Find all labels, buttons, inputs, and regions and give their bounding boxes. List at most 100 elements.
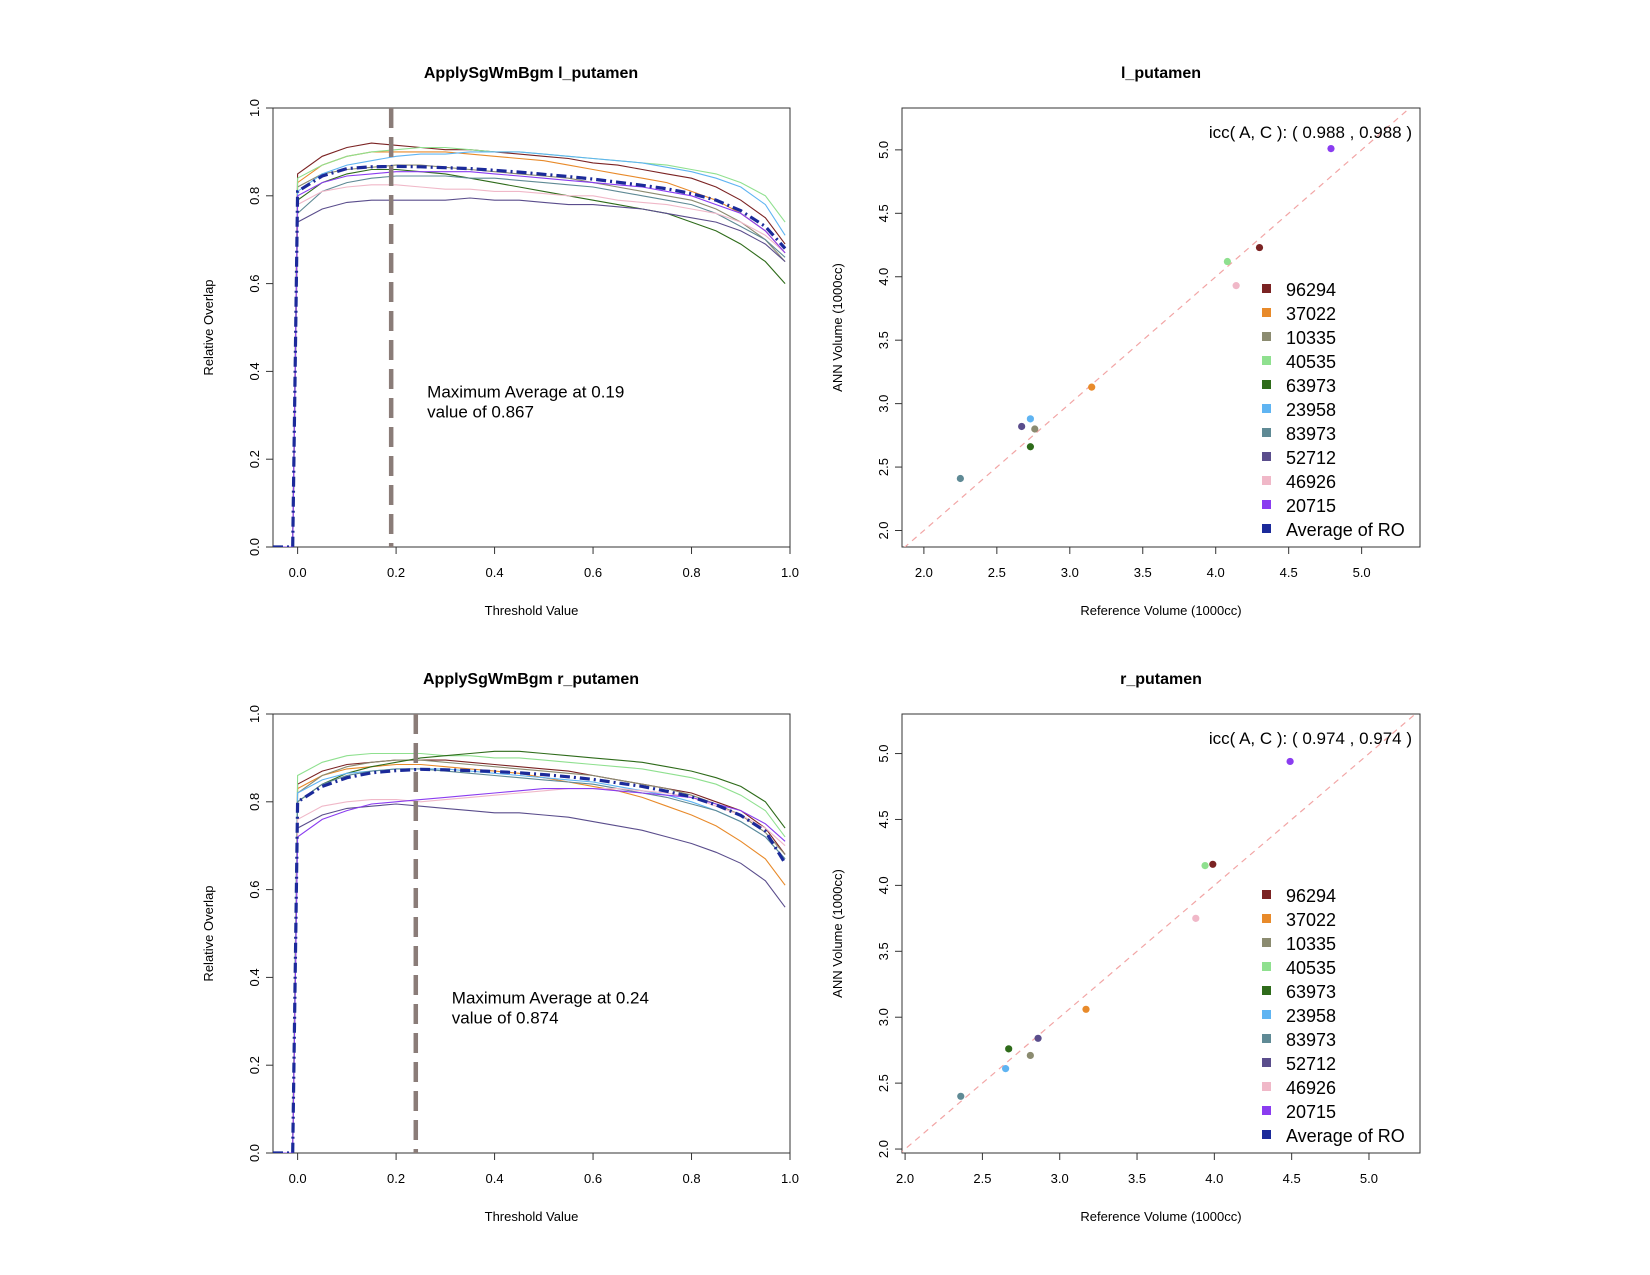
x-tick-label: 0.8 <box>682 565 700 580</box>
legend-label: 63973 <box>1286 982 1336 1002</box>
chart-title: r_putamen <box>1120 671 1202 688</box>
series-line-40535 <box>273 146 786 547</box>
legend-label: 20715 <box>1286 496 1336 516</box>
y-axis-label: Relative Overlap <box>201 279 216 375</box>
x-tick-label: 1.0 <box>781 565 799 580</box>
y-tick-label: 3.5 <box>876 942 891 960</box>
y-tick-label: 0.8 <box>247 187 262 205</box>
scatter-point-52712 <box>1034 1034 1042 1042</box>
legend-swatch <box>1262 914 1271 923</box>
y-tick-label: 0.4 <box>247 362 262 380</box>
series-line-average-of-ro <box>273 767 787 1153</box>
x-tick-label: 0.0 <box>289 565 307 580</box>
series-line-40535 <box>273 752 786 1153</box>
x-tick-label: 4.0 <box>1205 1171 1223 1186</box>
legend-swatch <box>1262 284 1271 293</box>
series-line-10335 <box>273 164 786 547</box>
legend-swatch <box>1262 356 1271 365</box>
legend-swatch <box>1262 1082 1271 1091</box>
icc-annotation: icc( A, C ): ( 0.988 , 0.988 ) <box>1209 123 1412 142</box>
scatter-point-37022 <box>1088 383 1096 391</box>
y-tick-label: 1.0 <box>247 99 262 117</box>
series-line-96294 <box>273 142 786 547</box>
y-tick-label: 0.4 <box>247 968 262 986</box>
series-line-52712 <box>273 197 786 547</box>
scatter-point-23958 <box>1002 1065 1010 1073</box>
plot-frame <box>901 107 1421 548</box>
series-line-52712 <box>273 803 786 1153</box>
x-tick-label: 5.0 <box>1353 565 1371 580</box>
x-axis-label: Reference Volume (1000cc) <box>1080 1209 1241 1224</box>
chart-title: l_putamen <box>1121 65 1201 82</box>
legend-label: Average of RO <box>1286 520 1405 540</box>
x-tick-label: 1.0 <box>781 1171 799 1186</box>
series-line-10335 <box>273 759 786 1153</box>
plot-frame <box>272 713 791 1154</box>
y-tick-label: 0.0 <box>247 1144 262 1162</box>
y-tick-label: 2.5 <box>876 1074 891 1092</box>
series-line-46926 <box>273 184 786 547</box>
legend-swatch <box>1262 308 1271 317</box>
scatter-point-96294 <box>1255 243 1264 252</box>
max-value-annotation: value of 0.874 <box>452 1009 559 1028</box>
scatter-point-96294 <box>1209 860 1217 868</box>
legend-label: 40535 <box>1286 352 1336 372</box>
legend-label: 23958 <box>1286 1006 1336 1026</box>
y-tick-label: 2.0 <box>876 521 891 539</box>
y-tick-label: 0.0 <box>247 538 262 556</box>
x-tick-label: 5.0 <box>1360 1171 1378 1186</box>
chart-panel-3: ApplySgWmBgm r_putamen 0.0 0.2 0.4 0.6 0.8 1.0… <box>201 671 799 1224</box>
plot-frame <box>901 713 1421 1154</box>
legend-swatch <box>1262 1106 1271 1115</box>
x-tick-label: 3.0 <box>1051 1171 1069 1186</box>
scatter-point-10335 <box>1031 425 1039 433</box>
legend-swatch <box>1262 938 1271 947</box>
x-tick-label: 2.0 <box>896 1171 914 1186</box>
y-tick-label: 4.0 <box>876 876 891 894</box>
scatter-point-37022 <box>1082 1005 1090 1013</box>
series-line-20715 <box>273 171 786 547</box>
y-tick-label: 4.5 <box>876 810 891 828</box>
scatter-point-23958 <box>1026 415 1035 423</box>
legend-label: 52712 <box>1286 1054 1336 1074</box>
legend-swatch <box>1262 380 1271 389</box>
y-tick-label: 3.0 <box>876 1008 891 1026</box>
legend-swatch <box>1262 1010 1271 1019</box>
x-tick-label: 2.5 <box>973 1171 991 1186</box>
x-tick-label: 0.2 <box>387 565 405 580</box>
scatter-point-83973 <box>957 1092 965 1100</box>
y-tick-label: 3.0 <box>876 395 891 413</box>
y-tick-label: 0.6 <box>247 881 262 899</box>
scatter-point-52712 <box>1018 422 1026 431</box>
series-line-63973 <box>273 750 786 1153</box>
identity-line <box>904 108 1411 547</box>
series-line-63973 <box>273 168 786 547</box>
y-axis-label: Relative Overlap <box>201 885 216 981</box>
legend-label: Average of RO <box>1286 1126 1405 1146</box>
series-line-96294 <box>273 759 786 1153</box>
x-axis-label: Reference Volume (1000cc) <box>1080 603 1241 618</box>
max-average-annotation: Maximum Average at 0.19 <box>427 383 624 402</box>
series-line-average-of-ro <box>273 164 787 547</box>
series-line-83973 <box>273 768 786 1153</box>
x-tick-label: 0.4 <box>486 1171 504 1186</box>
x-tick-label: 4.5 <box>1280 565 1298 580</box>
legend-swatch <box>1262 452 1271 461</box>
scatter-point-46926 <box>1232 282 1240 290</box>
legend-swatch <box>1262 428 1271 437</box>
chart-title: ApplySgWmBgm l_putamen <box>424 65 638 82</box>
scatter-point-63973 <box>1005 1045 1013 1053</box>
scatter-point-20715 <box>1327 145 1335 153</box>
legend-swatch <box>1262 1130 1271 1139</box>
y-tick-label: 2.5 <box>876 458 891 476</box>
chart-title: ApplySgWmBgm r_putamen <box>423 671 639 688</box>
scatter-point-63973 <box>1026 443 1035 451</box>
legend-swatch <box>1262 986 1271 995</box>
x-axis-label: Threshold Value <box>485 603 579 618</box>
series-line-23958 <box>273 151 786 547</box>
legend-label: 23958 <box>1286 400 1336 420</box>
x-tick-label: 0.6 <box>584 1171 602 1186</box>
y-tick-label: 2.0 <box>876 1140 891 1158</box>
series-line-20715 <box>273 788 786 1153</box>
